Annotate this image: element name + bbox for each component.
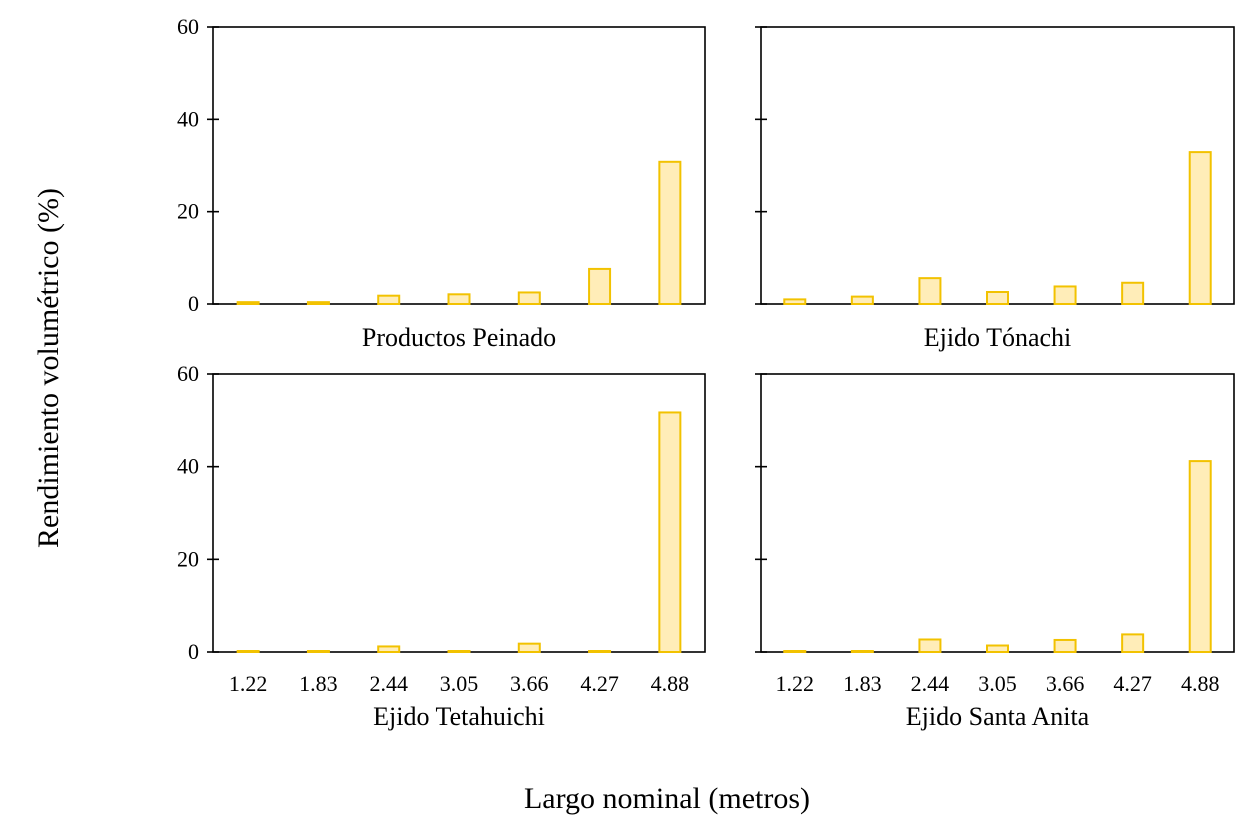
- x-tick-label: 3.05: [978, 671, 1017, 696]
- x-tick-label: 3.66: [1046, 671, 1085, 696]
- bar-3.05: [447, 650, 471, 653]
- chart-panel-2: Ejido Tónachi: [755, 26, 1235, 352]
- bar-4.88: [1188, 460, 1212, 653]
- x-tick-label: 1.22: [776, 671, 815, 696]
- x-tick-label: 2.44: [369, 671, 408, 696]
- y-tick-label: 60: [177, 14, 199, 39]
- chart-panel-1: 0 20 40 60 Productos Peinado: [177, 14, 706, 352]
- bar-2.44: [377, 645, 401, 654]
- x-tick-label: 4.27: [1113, 671, 1152, 696]
- plot-frame: [760, 373, 1235, 653]
- bar-1.22: [236, 301, 260, 305]
- bar-3.05: [986, 644, 1009, 653]
- panel-title: Productos Peinado: [362, 323, 556, 352]
- bar-4.88: [658, 160, 682, 305]
- bar-4.27: [588, 650, 612, 653]
- bar-3.05: [447, 293, 471, 305]
- chart-panel-4: 1.22 1.83 2.44 3.05 3.66 4.27 4.88 Ejido Santa …: [755, 373, 1235, 731]
- bar-1.22: [783, 298, 807, 305]
- bar-4.27: [588, 267, 612, 305]
- x-axis-label: Largo nominal (metros): [524, 782, 810, 815]
- x-tick-label: 4.88: [1181, 671, 1220, 696]
- bar-3.66: [1053, 638, 1077, 653]
- y-tick-label: 0: [188, 291, 199, 316]
- bar-3.66: [517, 642, 541, 653]
- bar-1.83: [850, 295, 874, 306]
- x-tick-label: 1.22: [229, 671, 268, 696]
- y-tick-label: 20: [177, 199, 199, 224]
- plot-frame: [212, 373, 706, 653]
- plot-frame: [212, 26, 706, 305]
- panel-title: Ejido Tetahuichi: [373, 702, 545, 731]
- bar-4.27: [1121, 633, 1145, 653]
- x-tick-label: 3.66: [510, 671, 549, 696]
- chart-panel-3: 0 20 40 60 1.22 1.83 2.44 3.05 3.66 4.27 4.88 Ejido…: [177, 361, 706, 731]
- bar-2.44: [377, 294, 401, 306]
- bar-3.66: [1053, 285, 1077, 305]
- y-axis-label: Rendimiento volumétrico (%): [32, 188, 65, 548]
- x-tick-label: 1.83: [299, 671, 338, 696]
- chart-panels: 0 20 40 60 Productos Peinado Ejido Tónachi 0 20…: [177, 14, 1235, 731]
- bar-4.88: [658, 411, 682, 653]
- bar-1.22: [783, 650, 807, 653]
- x-tick-label: 1.83: [843, 671, 882, 696]
- bar-4.88: [1188, 151, 1212, 305]
- bar-3.66: [517, 291, 541, 306]
- x-tick-label: 2.44: [911, 671, 950, 696]
- y-tick-label: 40: [177, 454, 199, 479]
- bar-2.44: [918, 638, 942, 653]
- y-tick-label: 40: [177, 106, 199, 131]
- x-tick-label: 4.27: [580, 671, 619, 696]
- bar-1.83: [306, 650, 330, 653]
- x-tick-label: 3.05: [440, 671, 479, 696]
- bar-1.83: [306, 301, 330, 305]
- panel-title: Ejido Santa Anita: [906, 702, 1090, 731]
- y-tick-label: 20: [177, 546, 199, 571]
- y-tick-label: 0: [188, 639, 199, 664]
- bar-4.27: [1121, 281, 1145, 306]
- panel-title: Ejido Tónachi: [924, 323, 1072, 352]
- plot-frame: [760, 26, 1235, 305]
- bar-1.83: [850, 650, 874, 653]
- y-tick-label: 60: [177, 361, 199, 386]
- bar-2.44: [918, 277, 942, 305]
- bar-1.22: [236, 650, 260, 653]
- x-tick-label: 4.88: [651, 671, 690, 696]
- bar-3.05: [986, 290, 1009, 306]
